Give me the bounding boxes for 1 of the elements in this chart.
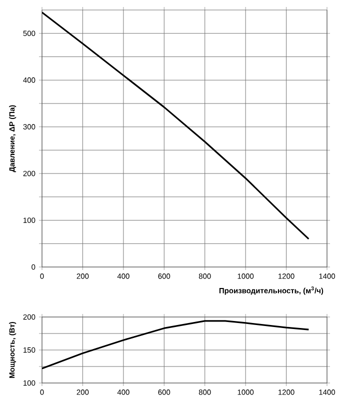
line-series [42, 320, 310, 370]
